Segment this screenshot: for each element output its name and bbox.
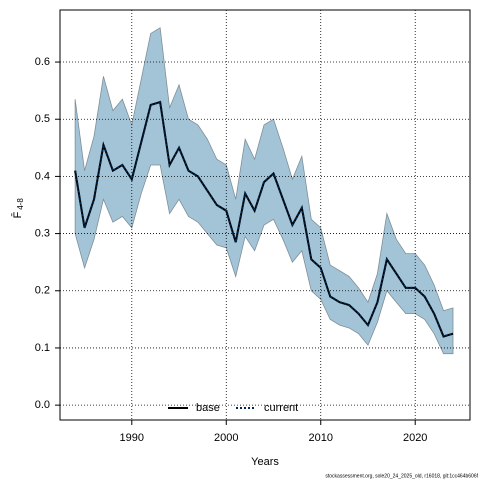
plot-frame xyxy=(59,9,471,421)
legend-label: base xyxy=(196,402,220,414)
y-tick-label: 0.0 xyxy=(35,399,50,411)
x-axis-label: Years xyxy=(251,456,279,468)
footnote: stockassessment.org, sole20_24_2025_old,… xyxy=(325,473,478,479)
series-line xyxy=(74,100,454,338)
x-tick-label: 2020 xyxy=(403,432,427,444)
y-axis-label-main: F̄ xyxy=(11,211,24,218)
x-tick-label: 2000 xyxy=(214,432,238,444)
y-axis-label-sub: 4-8 xyxy=(16,198,25,210)
x-tick-label: 2010 xyxy=(308,432,332,444)
y-axis-label: F̄ 4-8 xyxy=(11,198,25,219)
y-tick-label: 0.3 xyxy=(35,227,50,239)
y-tick-label: 0.4 xyxy=(35,170,50,182)
y-tick-label: 0.6 xyxy=(35,56,50,68)
confidence-band xyxy=(74,27,454,355)
x-tick-label: 1990 xyxy=(120,432,144,444)
y-tick-label: 0.2 xyxy=(35,285,50,297)
legend-label: current xyxy=(264,402,298,414)
y-tick-label: 0.1 xyxy=(35,342,50,354)
y-tick-label: 0.5 xyxy=(35,113,50,125)
